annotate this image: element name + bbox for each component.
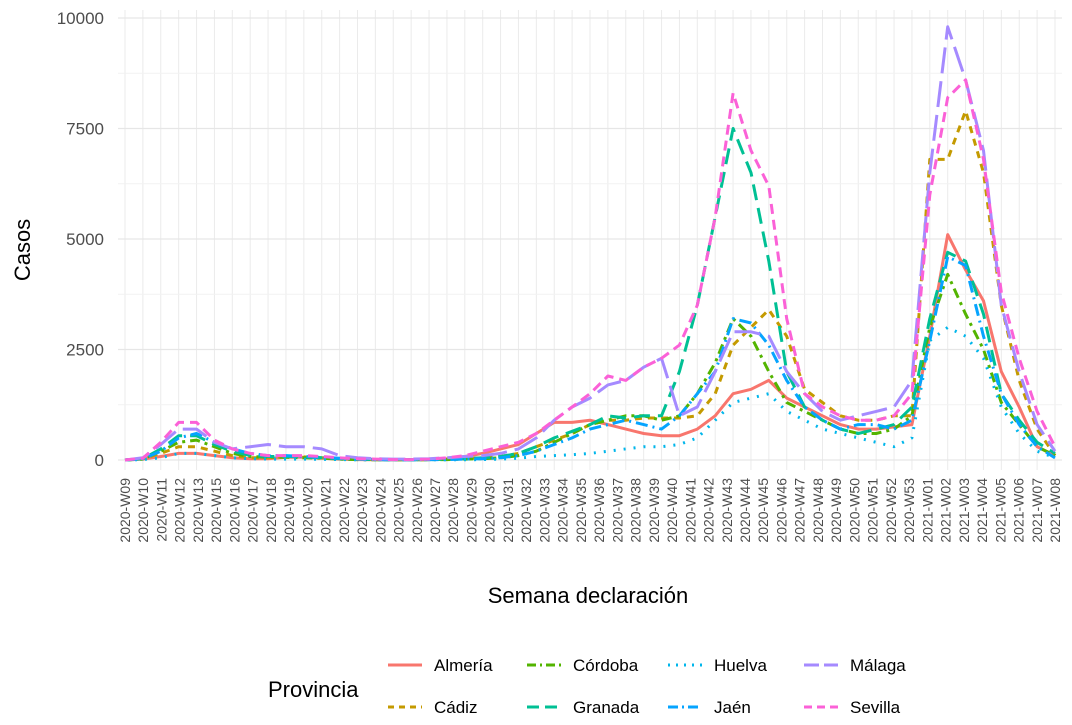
legend-label: Almería bbox=[434, 656, 493, 675]
x-tick-label: 2020-W11 bbox=[153, 478, 169, 542]
x-tick-label: 2021-W06 bbox=[1011, 478, 1027, 543]
x-tick-label: 2020-W34 bbox=[555, 478, 571, 543]
x-tick-label: 2021-W02 bbox=[938, 478, 954, 543]
x-tick-label: 2021-W01 bbox=[919, 478, 935, 543]
x-tick-label: 2020-W21 bbox=[318, 478, 334, 543]
x-tick-label: 2020-W44 bbox=[737, 478, 753, 543]
x-tick-label: 2020-W26 bbox=[409, 478, 425, 543]
x-tick-label: 2020-W32 bbox=[518, 478, 534, 543]
x-tick-label: 2020-W37 bbox=[609, 478, 625, 543]
y-tick-label: 5000 bbox=[66, 230, 104, 249]
x-tick-label: 2020-W20 bbox=[299, 478, 315, 543]
x-tick-label: 2021-W08 bbox=[1047, 478, 1063, 543]
legend-label: Córdoba bbox=[573, 656, 639, 675]
x-tick-label: 2020-W09 bbox=[117, 478, 133, 543]
x-tick-label: 2020-W13 bbox=[190, 478, 206, 543]
x-tick-label: 2020-W16 bbox=[226, 478, 242, 543]
x-tick-label: 2020-W23 bbox=[354, 478, 370, 543]
x-tick-label: 2020-W47 bbox=[792, 478, 808, 543]
x-tick-label: 2020-W40 bbox=[664, 478, 680, 543]
x-tick-label: 2020-W30 bbox=[482, 478, 498, 543]
y-tick-label: 2500 bbox=[66, 341, 104, 360]
x-tick-label: 2020-W12 bbox=[172, 478, 188, 543]
series-lines bbox=[124, 25, 1057, 462]
x-tick-label: 2020-W22 bbox=[336, 478, 352, 543]
x-tick-label: 2020-W28 bbox=[445, 478, 461, 543]
legend-title: Provincia bbox=[268, 677, 359, 702]
x-tick-label: 2020-W45 bbox=[755, 478, 771, 543]
x-tick-label: 2021-W03 bbox=[956, 478, 972, 543]
x-tick-label: 2020-W25 bbox=[391, 478, 407, 543]
x-tick-label: 2020-W10 bbox=[135, 478, 151, 543]
x-tick-label: 2020-W19 bbox=[281, 478, 297, 543]
legend-label: Málaga bbox=[850, 656, 906, 675]
x-tick-label: 2020-W48 bbox=[810, 478, 826, 543]
x-tick-label: 2020-W50 bbox=[846, 478, 862, 543]
legend-label: Sevilla bbox=[850, 698, 901, 717]
legend-label: Granada bbox=[573, 698, 640, 717]
x-tick-label: 2020-W33 bbox=[536, 478, 552, 543]
x-tick-label: 2020-W42 bbox=[701, 478, 717, 543]
y-tick-label: 0 bbox=[95, 451, 104, 470]
x-tick-label: 2021-W07 bbox=[1029, 478, 1045, 543]
legend: Provincia Almería Cádiz Córdoba Granada Huel… bbox=[268, 656, 906, 717]
y-tick-label: 10000 bbox=[57, 9, 104, 28]
grid bbox=[118, 10, 1062, 470]
series-line-granada bbox=[124, 127, 1056, 462]
y-tick-label: 7500 bbox=[66, 120, 104, 139]
x-tick-label: 2020-W46 bbox=[773, 478, 789, 543]
x-tick-label: 2020-W31 bbox=[500, 478, 516, 543]
legend-label: Huelva bbox=[714, 656, 767, 675]
legend-label: Jaén bbox=[714, 698, 751, 717]
series-line-sevilla bbox=[124, 78, 1057, 462]
legend-label: Cádiz bbox=[434, 698, 477, 717]
x-tick-label: 2020-W41 bbox=[682, 478, 698, 543]
x-tick-label: 2020-W39 bbox=[646, 478, 662, 543]
x-axis-title: Semana declaración bbox=[488, 583, 689, 608]
y-axis-title: Casos bbox=[10, 219, 35, 281]
x-tick-label: 2021-W05 bbox=[992, 478, 1008, 543]
x-tick-label: 2020-W29 bbox=[463, 478, 479, 543]
x-tick-label: 2020-W38 bbox=[628, 478, 644, 543]
x-tick-label: 2020-W18 bbox=[263, 478, 279, 543]
x-tick-label: 2020-W53 bbox=[901, 478, 917, 543]
x-tick-label: 2020-W51 bbox=[865, 478, 881, 543]
x-tick-label: 2020-W35 bbox=[573, 478, 589, 543]
x-tick-label: 2020-W49 bbox=[828, 478, 844, 543]
x-tick-label: 2020-W36 bbox=[591, 478, 607, 543]
x-tick-label: 2021-W04 bbox=[974, 478, 990, 543]
x-tick-label: 2020-W17 bbox=[245, 478, 261, 543]
x-tick-label: 2020-W15 bbox=[208, 478, 224, 543]
series-line-jaen bbox=[124, 255, 1056, 462]
x-tick-label: 2020-W27 bbox=[427, 478, 443, 543]
x-tick-label: 2020-W24 bbox=[372, 478, 388, 543]
x-tick-label: 2020-W52 bbox=[883, 478, 899, 543]
series-line-malaga bbox=[124, 25, 1057, 462]
x-tick-label: 2020-W43 bbox=[719, 478, 735, 543]
